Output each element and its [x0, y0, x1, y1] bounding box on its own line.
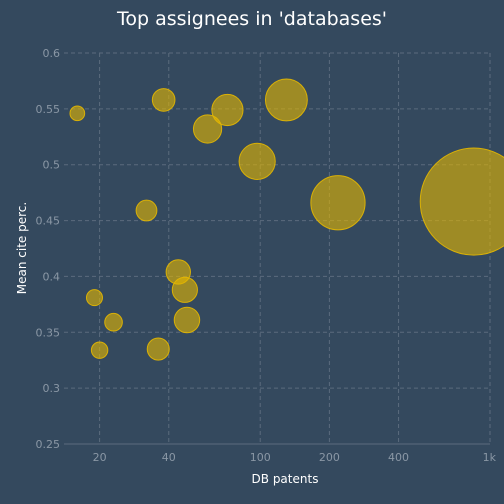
data-point [147, 338, 169, 360]
data-point [166, 260, 190, 284]
y-axis: 0.25 0.3 0.35 0.4 0.45 0.5 0.55 0.6 [36, 47, 61, 451]
points [70, 79, 504, 360]
x-tick-label: 20 [93, 451, 107, 464]
x-tick-label: 40 [162, 451, 176, 464]
data-point [311, 176, 365, 230]
x-axis-label: DB patents [252, 472, 319, 486]
data-point [420, 148, 504, 255]
data-point [136, 200, 157, 221]
y-tick-label: 0.5 [43, 159, 61, 172]
data-point [239, 143, 275, 179]
chart-title: Top assignees in 'databases' [116, 8, 387, 30]
x-axis: 20 40 100 200 400 1k [64, 444, 497, 464]
data-point [105, 313, 123, 331]
data-point [86, 290, 102, 306]
x-tick-label: 200 [319, 451, 340, 464]
y-tick-label: 0.4 [43, 270, 61, 283]
x-tick-label: 1k [483, 451, 497, 464]
y-tick-label: 0.25 [36, 438, 61, 451]
y-axis-label: Mean cite perc. [15, 202, 29, 294]
data-point [70, 106, 85, 121]
y-tick-label: 0.55 [36, 103, 61, 116]
data-point [265, 79, 307, 121]
y-tick-label: 0.6 [43, 47, 61, 60]
data-point [193, 115, 221, 143]
y-tick-label: 0.35 [36, 326, 61, 339]
y-tick-label: 0.3 [43, 382, 61, 395]
x-tick-label: 400 [388, 451, 409, 464]
x-tick-label: 100 [250, 451, 271, 464]
data-point [152, 89, 175, 112]
data-point [91, 342, 107, 358]
y-tick-label: 0.45 [36, 215, 61, 228]
data-point [174, 307, 199, 332]
